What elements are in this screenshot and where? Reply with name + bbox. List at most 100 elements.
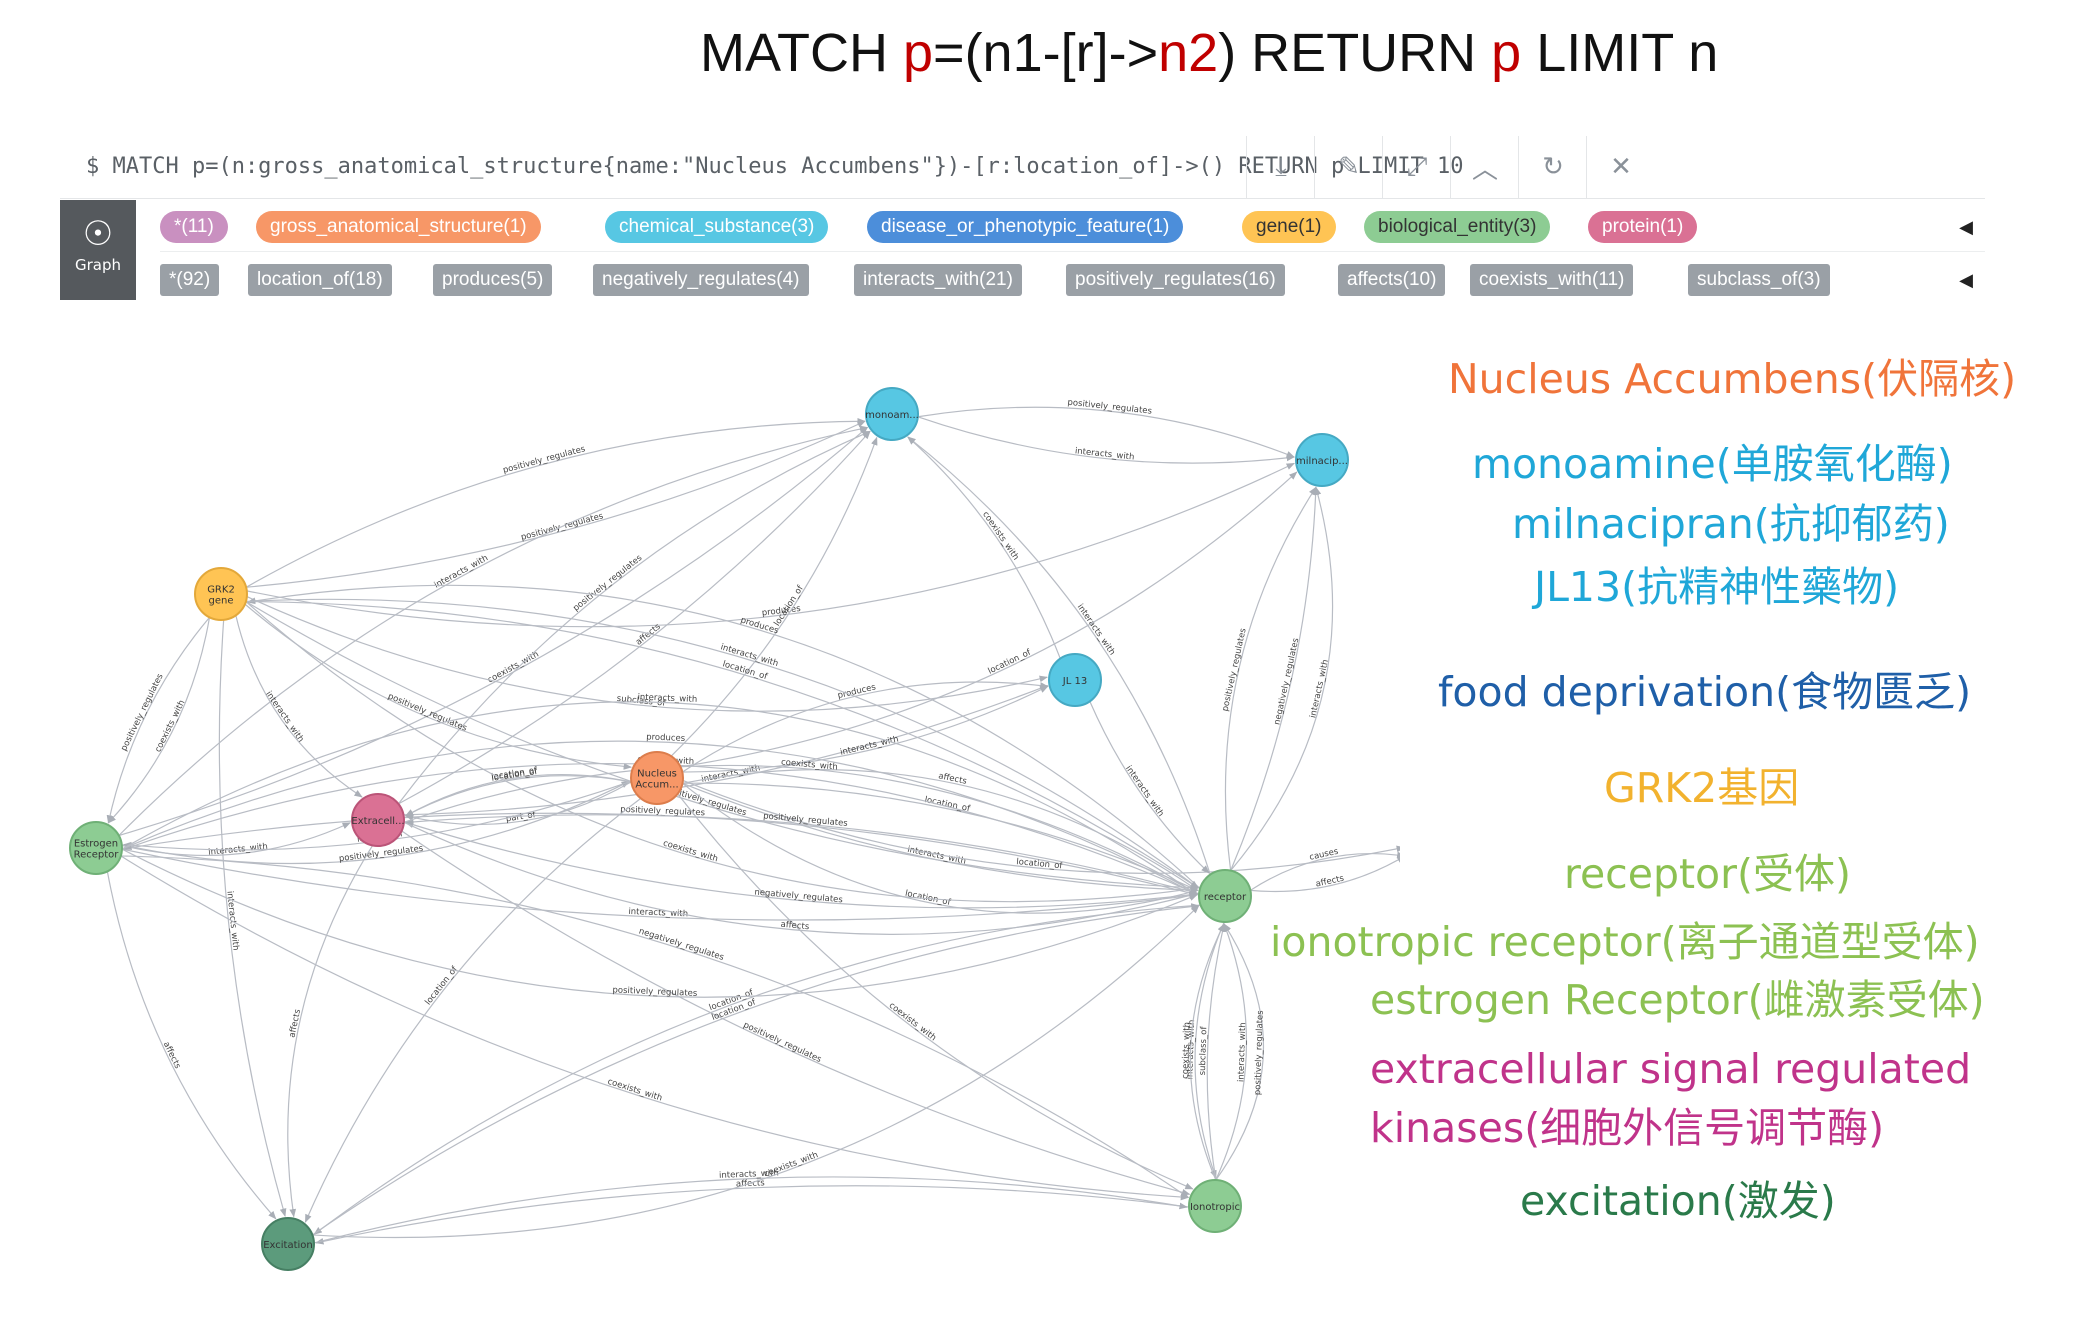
- graph-edge[interactable]: [682, 779, 1400, 874]
- graph-edge[interactable]: [670, 436, 878, 757]
- graph-edge[interactable]: [245, 601, 1200, 903]
- graph-edge[interactable]: [681, 681, 1049, 773]
- node-label-pill[interactable]: gene(1): [1242, 211, 1336, 243]
- node-circle[interactable]: [261, 1217, 315, 1271]
- close-button[interactable]: ✕: [1586, 136, 1655, 198]
- graph-edge[interactable]: [120, 855, 1190, 1201]
- graph-edge[interactable]: [245, 600, 1199, 889]
- graph-edge[interactable]: [315, 1185, 1190, 1245]
- node-label-pill[interactable]: disease_or_phenotypic_feature(1): [867, 211, 1184, 243]
- graph-edge[interactable]: [1215, 923, 1248, 1181]
- graph-node-milnacipran[interactable]: milnacip...: [1295, 433, 1349, 487]
- graph-edge[interactable]: [403, 684, 1049, 816]
- graph-edge[interactable]: [682, 782, 1199, 891]
- node-circle[interactable]: [1295, 433, 1349, 487]
- graph-edge[interactable]: [304, 797, 642, 1223]
- graph-node-jl13[interactable]: JL 13: [1048, 653, 1102, 707]
- graph-edge[interactable]: [682, 769, 1199, 891]
- query-text[interactable]: $ MATCH p=(n:gross_anatomical_structure{…: [86, 154, 1464, 179]
- graph-node-nucleus[interactable]: NucleusAccum...: [630, 751, 684, 805]
- graph-edge[interactable]: [121, 740, 1198, 896]
- graph-edge[interactable]: [1230, 486, 1334, 872]
- graph-node-ionotropic[interactable]: Ionotropic: [1188, 1179, 1242, 1233]
- node-label-pill[interactable]: chemical_substance(3): [605, 211, 829, 243]
- graph-node-receptor[interactable]: receptor: [1198, 869, 1252, 923]
- node-label-pill[interactable]: *(11): [160, 211, 228, 243]
- graph-edge[interactable]: [245, 598, 1199, 889]
- graph-node-monoamine[interactable]: monoam...: [865, 387, 919, 441]
- graph-edge[interactable]: [404, 775, 632, 817]
- download-button[interactable]: ⤓: [1246, 136, 1315, 198]
- graph-edge[interactable]: [106, 616, 210, 824]
- graph-edge[interactable]: [107, 617, 211, 824]
- graph-edge[interactable]: [401, 830, 1191, 1196]
- graph-edge[interactable]: [245, 417, 866, 588]
- collapse-up-button[interactable]: ︿: [1450, 136, 1519, 198]
- graph-node-extracell[interactable]: Extracell...: [351, 793, 405, 847]
- graph-edge[interactable]: [246, 596, 1048, 712]
- graph-edge[interactable]: [246, 420, 866, 588]
- graph-edge[interactable]: [121, 848, 1198, 921]
- graph-edge[interactable]: [313, 904, 1201, 1235]
- graph-edge[interactable]: [405, 814, 1200, 895]
- graph-edge[interactable]: [907, 436, 1211, 875]
- graph-edge[interactable]: [404, 773, 632, 817]
- refresh-button[interactable]: ↻: [1518, 136, 1587, 198]
- graph-edge[interactable]: [1206, 923, 1226, 1181]
- graph-edge[interactable]: [120, 855, 1190, 1198]
- relationship-type-tag[interactable]: negatively_regulates(4): [593, 264, 809, 296]
- graph-edge[interactable]: [218, 619, 287, 1217]
- graph-edge[interactable]: [1230, 486, 1319, 871]
- node-circle[interactable]: [1188, 1179, 1242, 1233]
- graph-edge[interactable]: [403, 764, 1198, 895]
- graph-edge[interactable]: [106, 871, 277, 1220]
- graph-edge[interactable]: [405, 821, 1200, 909]
- graph-edge[interactable]: [246, 462, 1295, 628]
- node-label-pill[interactable]: protein(1): [1588, 211, 1698, 243]
- graph-edge[interactable]: [121, 848, 1198, 998]
- relationship-type-tag[interactable]: subclass_of(3): [1688, 264, 1830, 296]
- graph-edge[interactable]: [680, 471, 1298, 768]
- node-circle[interactable]: [865, 387, 919, 441]
- graph-edge[interactable]: [287, 845, 374, 1218]
- graph-edge[interactable]: [312, 905, 1200, 1239]
- graph-edge[interactable]: [404, 781, 632, 826]
- graph-edge[interactable]: [312, 903, 1200, 1236]
- relationship-type-tag[interactable]: produces(5): [433, 264, 553, 296]
- graph-edge[interactable]: [682, 782, 1199, 894]
- caret-left-icon[interactable]: ◀: [1959, 217, 1973, 238]
- graph-edge[interactable]: [677, 793, 1194, 1190]
- graph-view-button[interactable]: ☉ Graph: [60, 200, 136, 300]
- relationship-type-tag[interactable]: positively_regulates(16): [1066, 264, 1285, 296]
- node-label-pill[interactable]: biological_entity(3): [1364, 211, 1551, 243]
- relationship-type-tag[interactable]: coexists_with(11): [1470, 264, 1634, 296]
- relationship-type-tag[interactable]: location_of(18): [248, 264, 392, 296]
- node-label-pill[interactable]: gross_anatomical_structure(1): [256, 211, 541, 243]
- graph-edge[interactable]: [1250, 851, 1400, 891]
- graph-edge[interactable]: [244, 603, 633, 770]
- relationship-type-tag[interactable]: affects(10): [1338, 264, 1446, 296]
- graph-edge[interactable]: [118, 425, 869, 836]
- node-circle[interactable]: [351, 793, 405, 847]
- graph-edge[interactable]: [398, 430, 871, 805]
- graph-edge[interactable]: [235, 615, 363, 798]
- graph-edge[interactable]: [1215, 923, 1264, 1181]
- graph-edge[interactable]: [397, 430, 871, 805]
- graph-edge[interactable]: [245, 600, 1200, 891]
- graph-edge[interactable]: [121, 701, 1198, 896]
- pin-button[interactable]: ✎: [1314, 136, 1383, 198]
- node-circle[interactable]: [69, 821, 123, 875]
- graph-edge[interactable]: [682, 685, 1049, 773]
- caret-left-icon[interactable]: ◀: [1959, 270, 1973, 291]
- graph-node-excitation[interactable]: Excitation: [261, 1217, 315, 1271]
- graph-edge[interactable]: [1089, 701, 1210, 874]
- relationship-type-tag[interactable]: *(92): [160, 264, 220, 296]
- node-circle[interactable]: [630, 751, 684, 805]
- graph-edge[interactable]: [313, 1176, 1188, 1244]
- graph-edge[interactable]: [246, 584, 1201, 889]
- graph-edge[interactable]: [1194, 921, 1225, 1179]
- relationship-type-tag[interactable]: interacts_with(21): [854, 264, 1022, 296]
- graph-edge[interactable]: [907, 436, 1061, 659]
